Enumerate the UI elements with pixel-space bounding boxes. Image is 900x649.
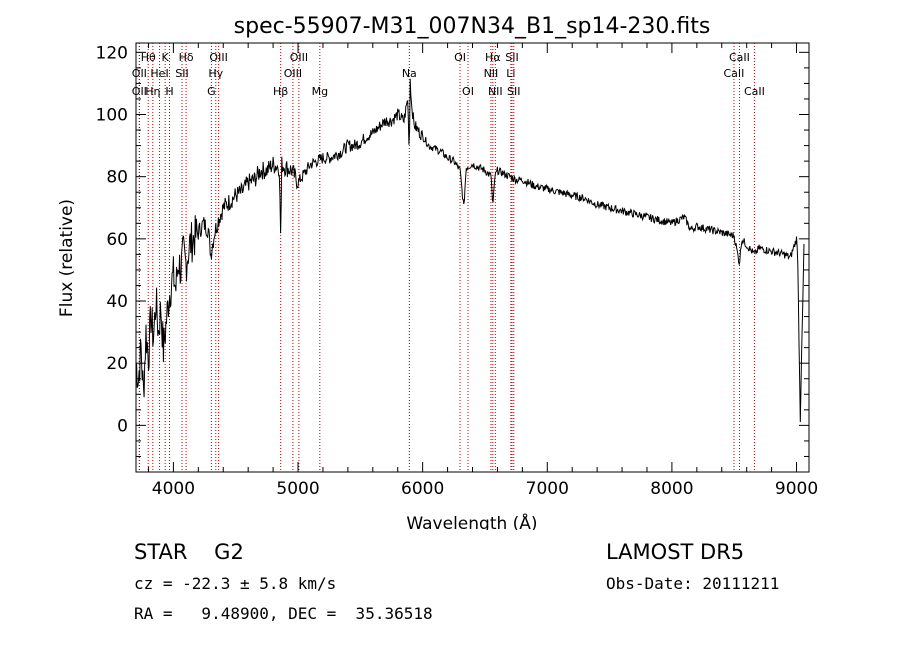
x-tick-label: 6000 <box>401 479 444 499</box>
marker-label: Hβ <box>273 85 288 98</box>
marker-label: OI <box>462 85 474 98</box>
chart-title: spec-55907-M31_007N34_B1_sp14-230.fits <box>234 14 711 39</box>
marker-label: NII <box>484 67 499 80</box>
marker-label: SII <box>507 85 520 98</box>
marker-label: CaII <box>724 67 745 80</box>
marker-label: OIII <box>290 51 308 64</box>
y-tick-label: 60 <box>106 230 128 250</box>
x-tick-label: 5000 <box>276 479 319 499</box>
y-axis-label: Flux (relative) <box>57 199 77 317</box>
marker-label: NII <box>488 85 503 98</box>
y-tick-label: 100 <box>96 106 128 126</box>
x-tick-label: 8000 <box>650 479 693 499</box>
y-tick-label: 80 <box>106 168 128 188</box>
spectral-line-markers: Hθ K Hδ OIII OIII OI Hα SII CaII OII HeI SII Hγ OIII N… <box>132 43 765 472</box>
marker-label: Na <box>402 67 417 80</box>
observation-date: Obs-Date: 20111211 <box>606 574 780 593</box>
marker-label: CaII <box>744 85 765 98</box>
spectrum-chart: spec-55907-M31_007N34_B1_sp14-230.fits H… <box>57 14 818 530</box>
x-tick-label: 9000 <box>775 479 818 499</box>
star-class: STAR G2 <box>134 540 244 564</box>
marker-label: CaII <box>729 51 750 64</box>
y-tick-label: 20 <box>106 354 128 374</box>
marker-label: OI <box>454 51 466 64</box>
marker-label: OIII <box>209 51 227 64</box>
marker-label: Hδ <box>179 51 194 64</box>
marker-label: H <box>165 85 173 98</box>
marker-label: Hθ <box>141 51 156 64</box>
spectrum-series <box>135 78 805 423</box>
marker-label: Hγ <box>208 67 223 80</box>
plot-frame <box>135 42 810 473</box>
x-tick-label: 7000 <box>526 479 569 499</box>
y-tick-label: 0 <box>117 416 128 436</box>
marker-label: Li <box>506 67 515 80</box>
marker-label: SII <box>505 51 518 64</box>
spectrum-line <box>135 78 805 423</box>
x-axis-label: Wavelength (Å) <box>406 512 537 530</box>
survey-name: LAMOST DR5 <box>606 540 745 564</box>
marker-label: SII <box>175 67 188 80</box>
marker-label: Hα <box>485 51 501 64</box>
y-tick-label: 40 <box>106 292 128 312</box>
marker-label: HeI <box>150 67 168 80</box>
marker-label: Hη <box>145 85 160 98</box>
ra-dec-coordinates: RA = 9.48900, DEC = 35.36518 <box>134 604 433 623</box>
marker-label: G <box>207 85 216 98</box>
axis-ticks: 4000 5000 6000 7000 8000 9000 0 20 40 60 80 100 120 <box>96 43 818 499</box>
marker-label: OIII <box>284 67 302 80</box>
marker-label: OII <box>132 85 147 98</box>
marker-label: Mg <box>312 85 328 98</box>
y-tick-label: 120 <box>96 43 128 63</box>
marker-label: K <box>162 51 170 64</box>
x-tick-label: 4000 <box>152 479 195 499</box>
redshift-velocity: cz = -22.3 ± 5.8 km/s <box>134 574 337 593</box>
